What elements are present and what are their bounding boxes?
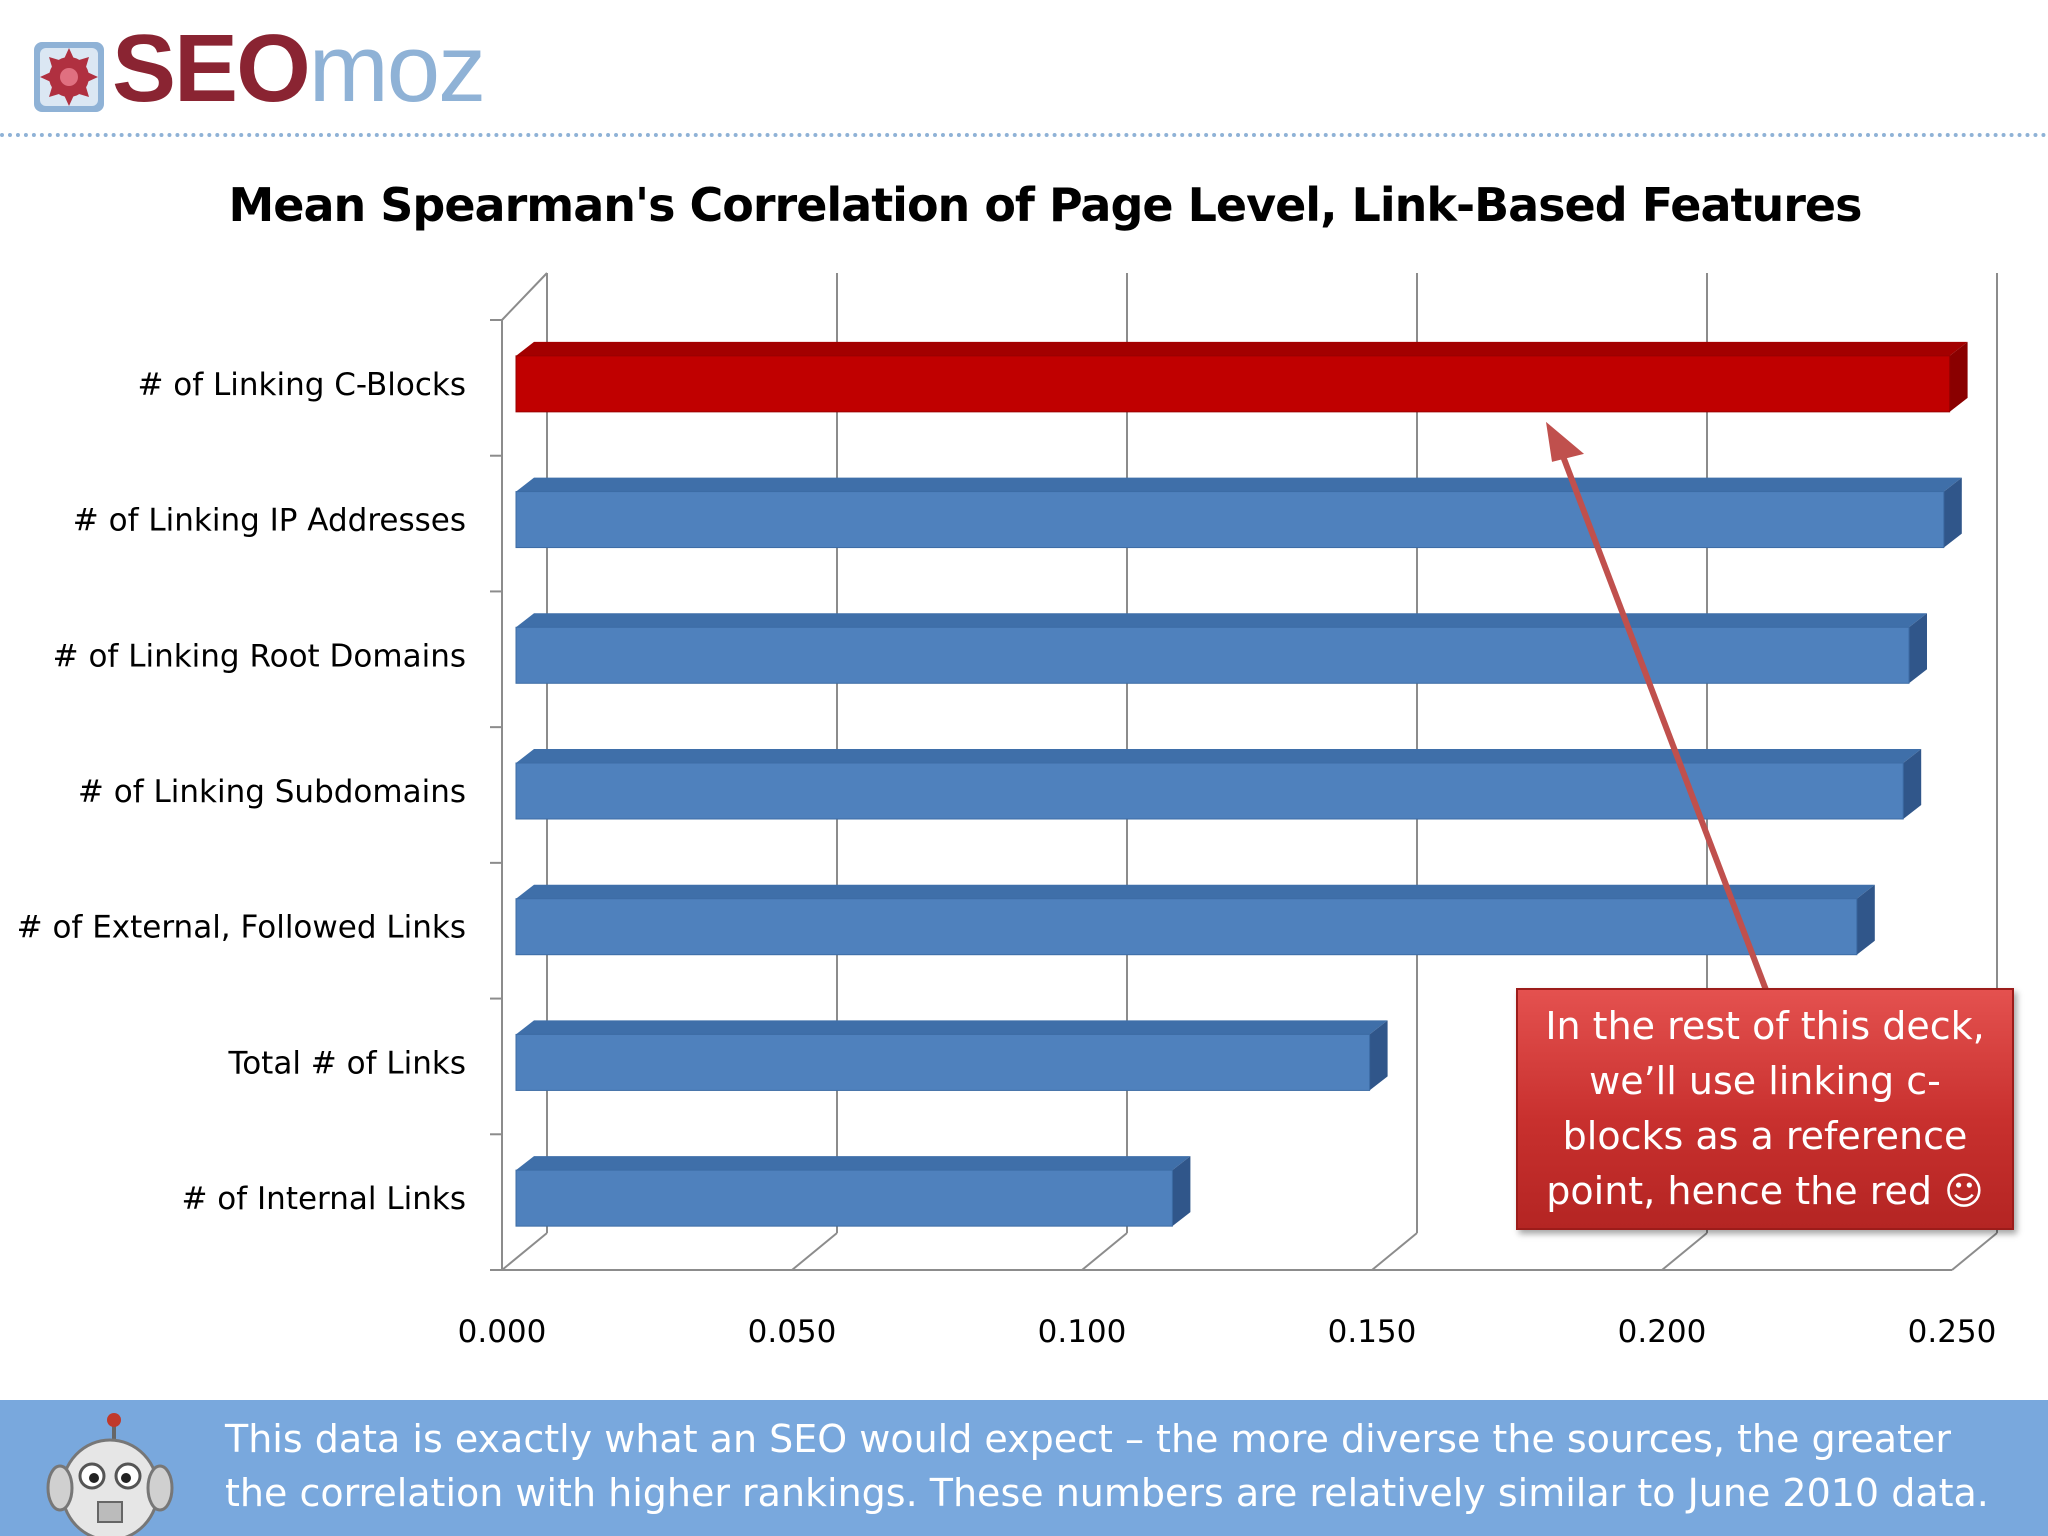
category-label: # of Linking C-Blocks	[137, 367, 466, 403]
bar	[515, 626, 1910, 684]
floor-gridline	[791, 1232, 838, 1271]
bar	[515, 1033, 1371, 1091]
bar	[515, 355, 1951, 413]
header-divider	[0, 133, 2048, 137]
floor-gridline	[1661, 1232, 1708, 1271]
bar-side	[1949, 341, 1968, 412]
robot-mascot-icon	[46, 1413, 174, 1536]
category-label: # of Linking Subdomains	[78, 774, 466, 810]
category-label: # of Linking IP Addresses	[73, 503, 466, 539]
x-tick-label: 0.100	[1038, 1314, 1127, 1350]
bar-side	[1172, 1156, 1191, 1227]
logo-moz-text: moz	[308, 15, 486, 122]
axis-depth-line	[501, 272, 548, 321]
bar-top	[516, 884, 1875, 899]
annotation-arrow-line	[1553, 436, 1769, 992]
bar-top	[516, 341, 1968, 356]
x-tick-label: 0.050	[748, 1314, 837, 1350]
bar-chart: 0.000 0.050 0.100 0.150 0.200 0.250 # of Linki…	[17, 272, 1998, 1350]
footer-banner: This data is exactly what an SEO would e…	[0, 1400, 2048, 1536]
chart-title: Mean Spearman's Correlation of Page Leve…	[228, 178, 1863, 232]
bar-top	[516, 1156, 1191, 1171]
logo-seo-text: SEO	[112, 15, 311, 122]
callout-text: In the rest of this deck, we’ll use link…	[1545, 1004, 1985, 1213]
bar-side	[1943, 477, 1962, 548]
x-tick-label: 0.150	[1328, 1314, 1417, 1350]
footer-text: This data is exactly what an SEO would e…	[225, 1417, 1989, 1515]
bar-side	[1369, 1020, 1388, 1091]
callout-box: In the rest of this deck, we’ll use link…	[1516, 988, 2014, 1230]
x-tick-label: 0.200	[1618, 1314, 1707, 1350]
category-label: # of External, Followed Links	[17, 910, 466, 946]
floor-gridline	[501, 1232, 548, 1271]
bar	[515, 898, 1858, 956]
bar-top	[516, 477, 1962, 492]
floor-gridline	[1371, 1232, 1418, 1271]
bar-side	[1903, 749, 1922, 819]
bar	[515, 491, 1945, 549]
bar-side	[1909, 613, 1927, 684]
x-tick-label: 0.000	[458, 1314, 547, 1350]
floor-gridline	[1081, 1232, 1128, 1271]
category-label: # of Linking Root Domains	[53, 638, 466, 674]
seomoz-logo: SEOmoz	[112, 14, 486, 124]
bar	[515, 762, 1904, 820]
category-label: Total # of Links	[228, 1045, 466, 1081]
x-tick-label: 0.250	[1908, 1314, 1997, 1350]
annotation-arrowhead	[1546, 421, 1584, 462]
bar-top	[516, 613, 1927, 628]
category-label: # of Internal Links	[181, 1181, 466, 1217]
seomoz-logo-icon	[34, 42, 104, 112]
bar-side	[1856, 884, 1875, 955]
bar-top	[516, 749, 1922, 763]
floor-gridline	[1951, 1232, 1998, 1271]
bar-top	[516, 1020, 1388, 1035]
bar	[515, 1169, 1173, 1227]
